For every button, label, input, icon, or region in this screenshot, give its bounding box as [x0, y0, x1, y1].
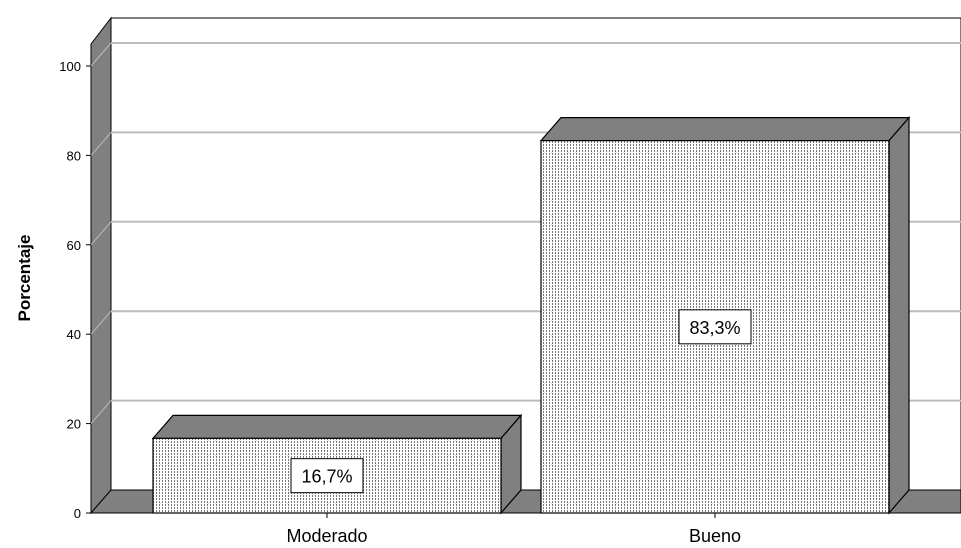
- bar-bueno: 83,3%: [539, 116, 911, 515]
- gridline-side: [90, 400, 112, 424]
- x-tick-label: Moderado: [286, 526, 367, 546]
- gridline-side: [90, 310, 112, 335]
- bar-top-face: [539, 117, 911, 142]
- y-tick-label: 0: [74, 506, 81, 521]
- bar-moderado: 16,7%: [151, 413, 523, 515]
- y-tick-label: 60: [67, 238, 81, 253]
- x-axis: Moderado Bueno: [91, 512, 961, 546]
- data-label: 83,3%: [678, 309, 752, 345]
- y-tick-label: 80: [67, 148, 81, 163]
- bars: 16,7% 83,3%: [151, 116, 911, 515]
- gridline-side: [90, 132, 112, 156]
- y-tick-label: 20: [67, 417, 81, 432]
- data-label: 16,7%: [290, 458, 364, 494]
- bar-top-face: [151, 414, 523, 439]
- gridline-side: [90, 221, 112, 246]
- y-tick-label: 100: [59, 59, 81, 74]
- data-label-box: [678, 309, 752, 345]
- data-label-text: 83,3%: [689, 318, 740, 338]
- left-wall: [90, 16, 112, 515]
- y-axis-label: Porcentaje: [15, 235, 34, 322]
- gridline-side: [90, 42, 112, 67]
- data-label-text: 16,7%: [301, 467, 352, 487]
- y-axis: 0 20 40 60 80 100: [59, 59, 91, 521]
- y-tick-label: 40: [67, 327, 81, 342]
- bar-side-face: [888, 116, 910, 515]
- data-label-box: [290, 458, 364, 494]
- x-tick-label: Bueno: [689, 526, 741, 546]
